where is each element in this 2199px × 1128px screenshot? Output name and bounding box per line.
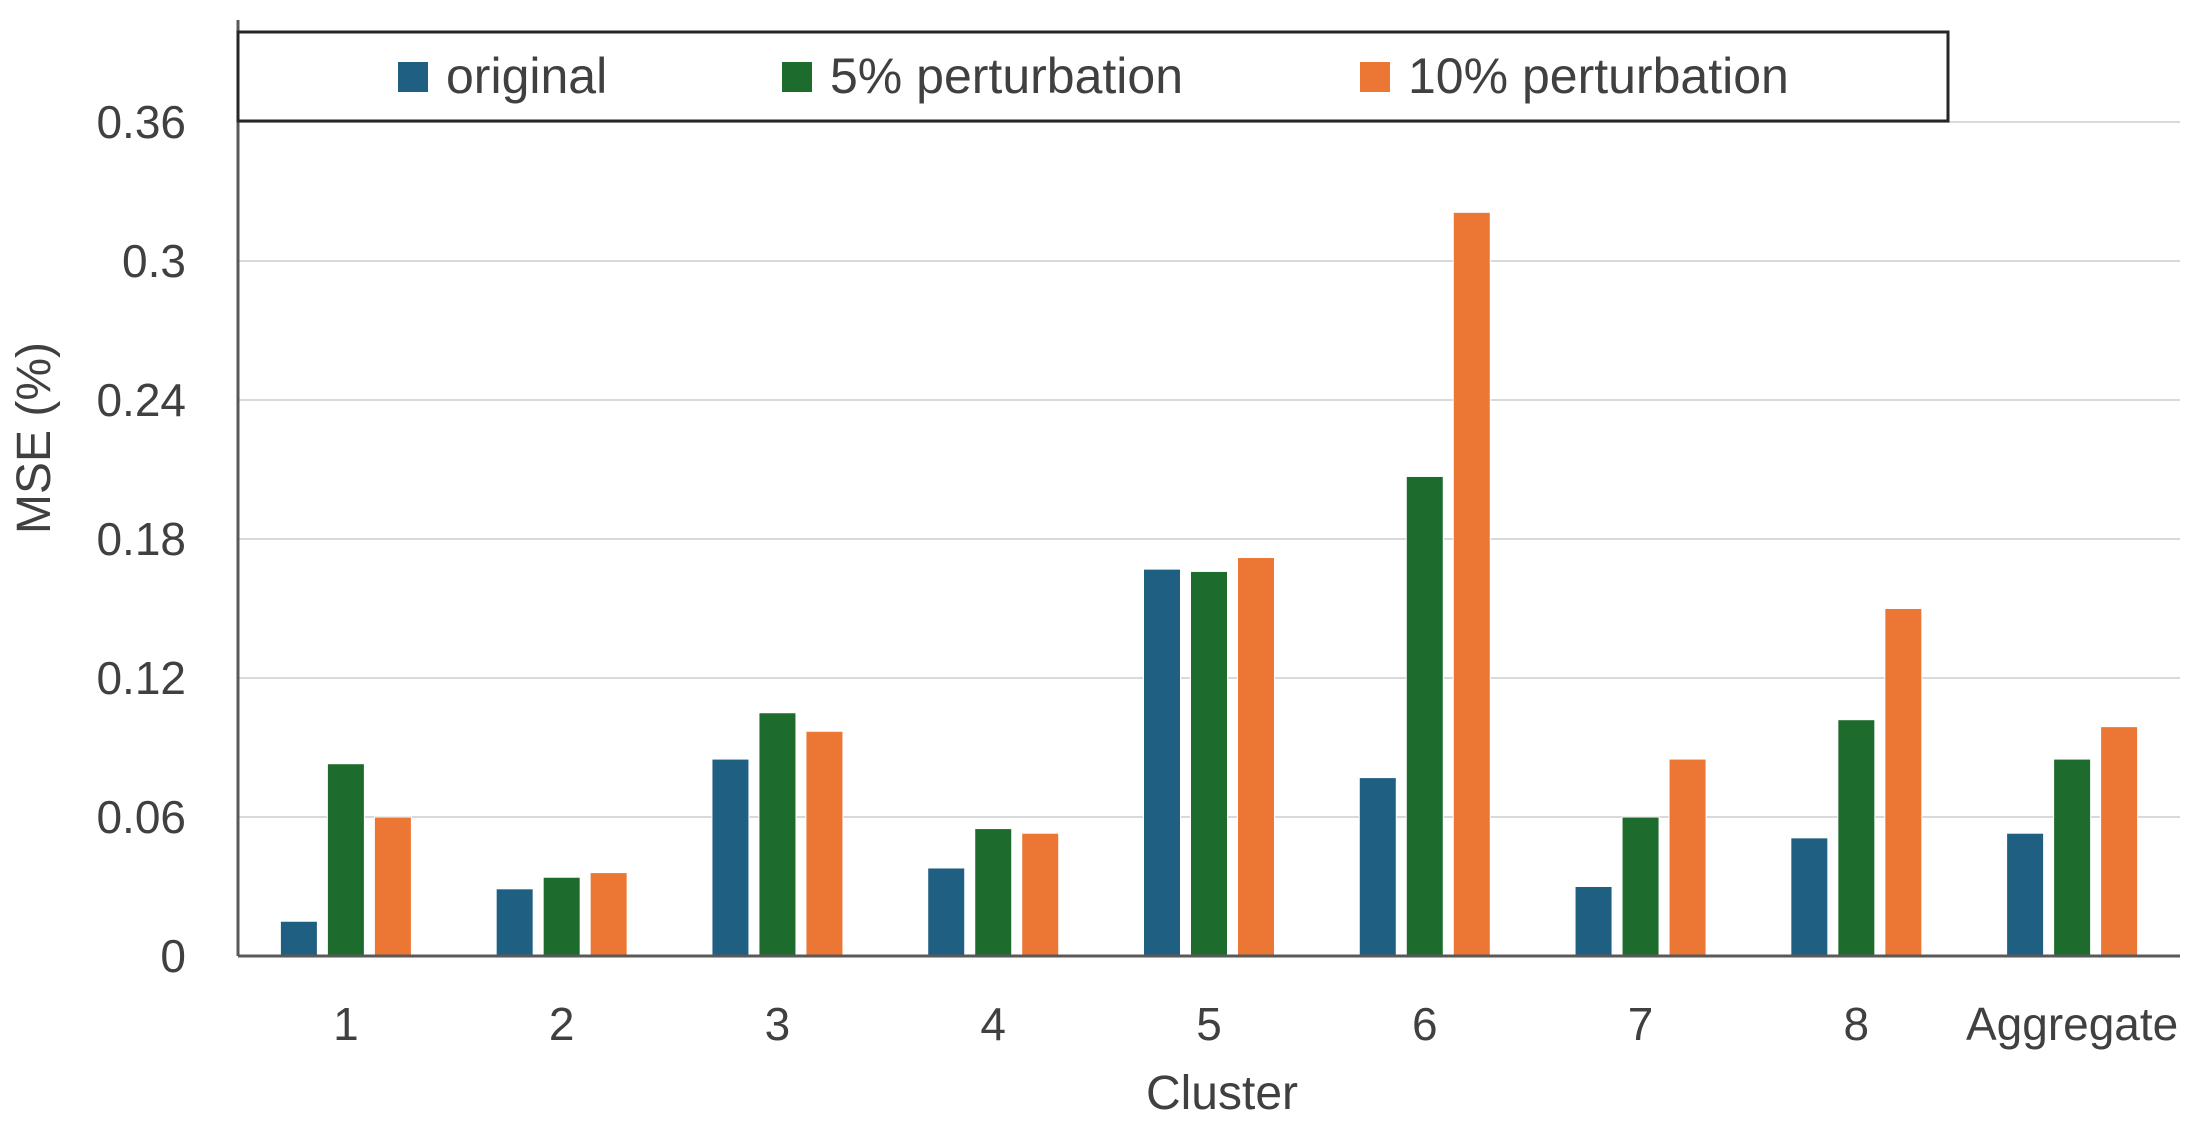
bar-10-perturbation-cluster-6: [1452, 211, 1491, 957]
x-tick-label: 7: [1628, 998, 1654, 1050]
x-tick-label: 5: [1196, 998, 1222, 1050]
y-tick-label: 0.06: [96, 791, 186, 843]
legend-box: [236, 30, 1950, 123]
bar-original-cluster-aggregate: [2006, 832, 2045, 957]
bar-5-perturbation-cluster-3: [758, 712, 797, 957]
legend-swatch: [398, 62, 428, 92]
bar-5-perturbation-cluster-2: [542, 876, 581, 957]
bar-10-perturbation-cluster-aggregate: [2100, 726, 2139, 957]
bar-original-cluster-3: [711, 758, 750, 957]
bar-original-cluster-2: [495, 888, 534, 957]
legend-label: original: [446, 48, 607, 104]
y-tick-label: 0.12: [96, 652, 186, 704]
bar-10-perturbation-cluster-8: [1884, 608, 1923, 957]
bar-5-perturbation-cluster-8: [1837, 719, 1876, 957]
bar-original-cluster-7: [1574, 886, 1613, 957]
legend: original 5% perturbation 10% perturbation: [236, 30, 1950, 123]
bar-5-perturbation-cluster-aggregate: [2053, 758, 2092, 957]
bar-10-perturbation-cluster-7: [1668, 758, 1707, 957]
x-tick-label: 3: [765, 998, 791, 1050]
bar-5-perturbation-cluster-1: [326, 763, 365, 957]
bar-5-perturbation-cluster-7: [1621, 816, 1660, 957]
bars: [279, 211, 2139, 957]
legend-label: 10% perturbation: [1408, 48, 1789, 104]
y-tick-label: 0: [160, 930, 186, 982]
x-tick-label: Aggregate: [1966, 998, 2178, 1050]
y-tick-label: 0.24: [96, 374, 186, 426]
bar-original-cluster-5: [1143, 568, 1181, 957]
bar-original-cluster-4: [927, 867, 966, 957]
y-tick-label: 0.18: [96, 513, 186, 565]
x-tick-label: 2: [549, 998, 575, 1050]
legend-swatch: [1360, 62, 1390, 92]
bar-10-perturbation-cluster-5: [1237, 557, 1275, 957]
y-axis-title: MSE (%): [8, 342, 61, 534]
x-tick-label: 6: [1412, 998, 1438, 1050]
bar-5-perturbation-cluster-6: [1405, 475, 1444, 957]
x-tick-label: 8: [1844, 998, 1870, 1050]
legend-swatch: [782, 62, 812, 92]
bar-original-cluster-8: [1790, 837, 1829, 957]
bar-5-perturbation-cluster-5: [1190, 570, 1228, 957]
x-axis-ticks: 1 2 3 4 5 6 7 8 Aggregate: [333, 998, 2178, 1050]
bar-original-cluster-1: [279, 920, 318, 957]
x-axis-title: Cluster: [1146, 1067, 1298, 1120]
bar-10-perturbation-cluster-3: [805, 730, 844, 957]
bar-10-perturbation-cluster-4: [1021, 832, 1060, 957]
y-tick-label: 0.36: [96, 96, 186, 148]
x-tick-label: 1: [333, 998, 359, 1050]
bar-5-perturbation-cluster-4: [974, 828, 1013, 957]
bar-original-cluster-6: [1358, 777, 1397, 957]
y-tick-label: 0.3: [122, 235, 186, 287]
x-tick-label: 4: [980, 998, 1006, 1050]
y-axis-ticks: 0 0.06 0.12 0.18 0.24 0.3 0.36: [96, 96, 186, 982]
legend-label: 5% perturbation: [830, 48, 1183, 104]
bar-10-perturbation-cluster-1: [373, 816, 412, 957]
bar-10-perturbation-cluster-2: [589, 872, 628, 957]
